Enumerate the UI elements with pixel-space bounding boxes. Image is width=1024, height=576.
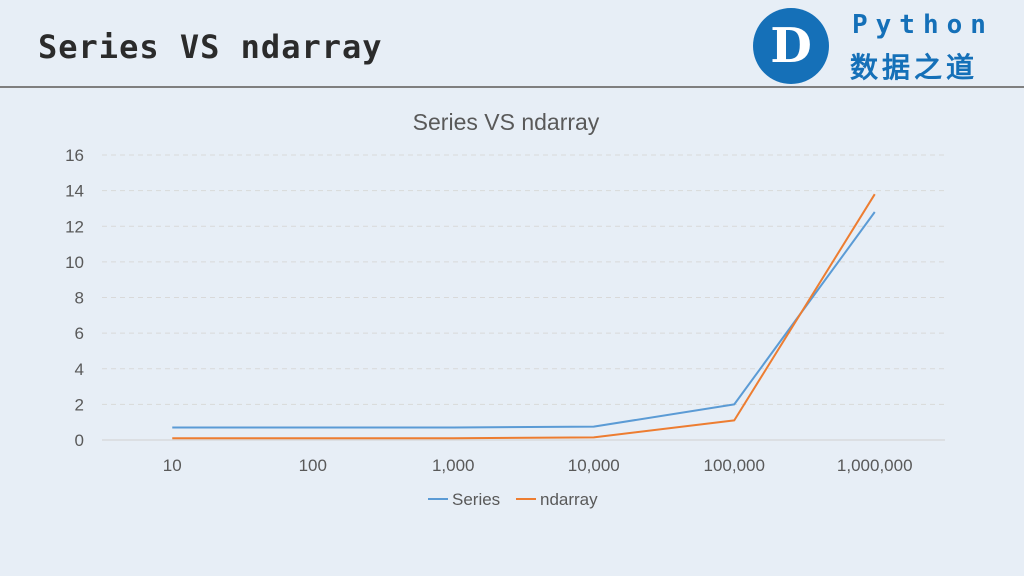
x-tick-label: 10,000 [568, 456, 620, 475]
y-tick-label: 8 [75, 289, 84, 308]
y-tick-label: 4 [75, 360, 84, 379]
brand-name-python: Python [852, 10, 994, 40]
x-tick-label: 1,000,000 [837, 456, 913, 475]
line-chart: Series VS ndarray 0 2 4 6 8 10 12 14 16 10 100 1,0… [65, 109, 945, 509]
series-line-ndarray [172, 193, 876, 440]
x-tick-label: 100 [299, 456, 327, 475]
header-divider [0, 86, 1024, 88]
chart-title: Series VS ndarray [413, 109, 600, 135]
y-axis: 0 2 4 6 8 10 12 14 16 [65, 146, 84, 450]
series-line-series [172, 211, 876, 429]
y-tick-label: 0 [75, 431, 84, 450]
chart-legend: Series ndarray [428, 490, 598, 509]
slide-title: Series VS ndarray [38, 28, 383, 66]
y-tick-label: 10 [65, 253, 84, 272]
y-tick-label: 6 [75, 324, 84, 343]
y-tick-label: 16 [65, 146, 84, 165]
y-tick-label: 12 [65, 217, 84, 236]
legend-label: Series [452, 490, 500, 509]
x-axis: 10 100 1,000 10,000 100,000 1,000,000 [163, 456, 913, 475]
chart-series [172, 193, 876, 440]
logo-letter: D [770, 18, 812, 74]
chart-gridlines [102, 154, 945, 441]
x-tick-label: 100,000 [704, 456, 765, 475]
x-tick-label: 10 [163, 456, 182, 475]
x-tick-label: 1,000 [432, 456, 475, 475]
legend-label: ndarray [540, 490, 598, 509]
brand-name-chinese: 数据之道 [850, 51, 979, 84]
brand-logo-icon: D [753, 8, 829, 84]
y-tick-label: 14 [65, 182, 84, 201]
y-tick-label: 2 [75, 395, 84, 414]
